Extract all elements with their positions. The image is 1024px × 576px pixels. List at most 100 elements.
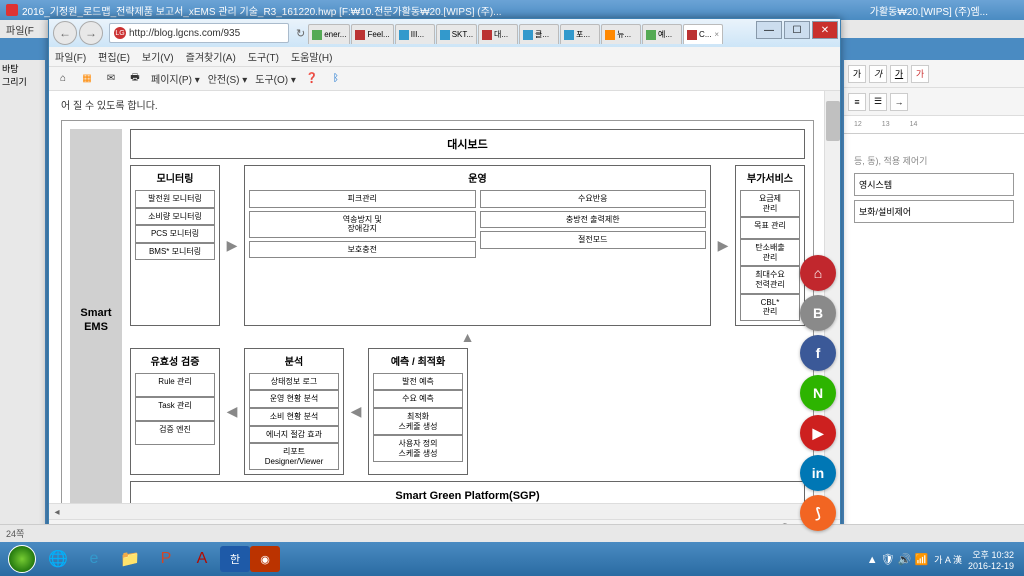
browser-tab[interactable]: 포...	[560, 24, 600, 44]
minimize-button[interactable]: —	[756, 21, 782, 39]
hwp-titlebar: 2016_기정원_로드맵_전략제품 보고서_xEMS 관리 기술_R3_1612…	[0, 0, 1024, 20]
clock-date[interactable]: 2016-12-19	[968, 561, 1014, 571]
back-button[interactable]: ←	[53, 21, 77, 45]
ime-indicator[interactable]: 가 A 漢	[934, 553, 962, 566]
intro-text: 어 질 수 있도록 합니다.	[61, 97, 814, 112]
tb-indent[interactable]: →	[890, 93, 908, 111]
bluetooth-icon[interactable]: ᛒ	[328, 71, 344, 87]
ie-icon[interactable]: e	[76, 544, 112, 574]
explorer-icon[interactable]: 📁	[112, 544, 148, 574]
social-button[interactable]: f	[800, 335, 836, 371]
right-box2: 보화/설비제어	[854, 200, 1014, 223]
feed-icon[interactable]: ▦	[79, 71, 95, 87]
hwp-side-item[interactable]: 바탕	[2, 62, 43, 75]
diagram-item: 보호충전	[249, 241, 476, 259]
powerpoint-icon[interactable]: P	[148, 544, 184, 574]
arrow-icon: ◀	[350, 348, 362, 476]
ie-window: ← → LG http://blog.lgcns.com/935 ↻ ener.…	[48, 18, 841, 538]
page-content: 어 질 수 있도록 합니다. SmartEMS 대시보드 모니터링 발전원 모니…	[49, 91, 840, 519]
diagram-item: Rule 관리	[135, 373, 215, 397]
app-icon[interactable]: ◉	[250, 546, 280, 572]
panel-title: 유효성 검증	[135, 353, 215, 368]
acrobat-icon[interactable]: A	[184, 544, 220, 574]
diagram-item: 수요반응	[480, 190, 707, 208]
close-button[interactable]: ✕	[812, 21, 838, 39]
menu-item[interactable]: 편집(E)	[98, 49, 130, 64]
service-panel: 부가서비스 요금제관리목표 관리탄소배출관리최대수요전력관리CBL*관리	[735, 165, 805, 326]
home-icon[interactable]: ⌂	[55, 71, 71, 87]
ie-titlebar: ← → LG http://blog.lgcns.com/935 ↻ ener.…	[49, 19, 840, 47]
hwp-menu-file[interactable]: 파일(F	[6, 22, 34, 36]
taskbar: 🌐 e 📁 P A 한 ◉ ▲ 🛡 🔊 📶 가 A 漢 오후 10:32 201…	[0, 542, 1024, 576]
monitoring-panel: 모니터링 발전원 모니터링소비량 모니터링PCS 모니터링BMS* 모니터링	[130, 165, 220, 326]
diagram-item: 에너지 절감 효과	[249, 426, 339, 444]
scroll-thumb[interactable]	[826, 101, 840, 141]
hwp-title-right: 가활동₩20.[WIPS] (주)엠...	[870, 3, 988, 18]
tb-align[interactable]: ≡	[848, 93, 866, 111]
start-button[interactable]	[4, 544, 40, 574]
diagram-item: 운영 현황 분석	[249, 390, 339, 408]
tools-menu[interactable]: 도구(O) ▾	[255, 71, 296, 86]
tb-list[interactable]: ☰	[869, 93, 887, 111]
diagram-item: Task 관리	[135, 397, 215, 421]
tray-icons[interactable]: ▲ 🛡 🔊 📶	[867, 553, 928, 566]
address-bar[interactable]: LG http://blog.lgcns.com/935	[109, 23, 289, 43]
social-button[interactable]: in	[800, 455, 836, 491]
tb-bold[interactable]: 가	[848, 65, 866, 83]
ie-menubar: 파일(F) 편집(E) 보기(V) 즐겨찾기(A) 도구(T) 도움말(H)	[49, 47, 840, 67]
browser-tab[interactable]: ener...	[308, 24, 350, 44]
refresh-icon[interactable]: ↻	[296, 27, 305, 40]
mail-icon[interactable]: ✉	[103, 71, 119, 87]
diagram-item: 최대수요전력관리	[740, 266, 800, 293]
windows-orb-icon	[8, 545, 36, 573]
diagram-item: 수요 예측	[373, 390, 463, 408]
right-box1: 영시스템	[854, 173, 1014, 196]
help-icon[interactable]: ❓	[304, 71, 320, 87]
clock-time[interactable]: 오후 10:32	[968, 548, 1014, 561]
page-indicator: 24쪽	[6, 529, 24, 539]
browser-tab[interactable]: 클...	[519, 24, 559, 44]
hwp-title-text: 2016_기정원_로드맵_전략제품 보고서_xEMS 관리 기술_R3_1612…	[22, 3, 502, 18]
panel-title: 부가서비스	[740, 170, 800, 185]
browser-tab[interactable]: 대...	[478, 24, 518, 44]
menu-item[interactable]: 즐겨찾기(A)	[186, 49, 236, 64]
menu-item[interactable]: 보기(V)	[142, 49, 174, 64]
chrome-icon[interactable]: 🌐	[40, 544, 76, 574]
hwp-right-panel: 가 가 가 가 ≡ ☰ → 121314 등, 동), 적용 제어기 영시스템 …	[844, 60, 1024, 536]
browser-tab[interactable]: SKT...	[436, 24, 477, 44]
arrow-icon: ▶	[226, 165, 238, 326]
browser-tab[interactable]: 예...	[642, 24, 682, 44]
validation-panel: 유효성 검증 Rule 관리Task 관리검증 엔진	[130, 348, 220, 476]
menu-item[interactable]: 도움말(H)	[291, 49, 332, 64]
maximize-button[interactable]: ☐	[784, 21, 810, 39]
browser-tab[interactable]: Feel...	[351, 24, 393, 44]
panel-title: 분석	[249, 353, 339, 368]
print-icon[interactable]: 🖶	[127, 71, 143, 87]
url-text: http://blog.lgcns.com/935	[129, 28, 240, 39]
tb-color[interactable]: 가	[911, 65, 929, 83]
menu-item[interactable]: 도구(T)	[248, 49, 279, 64]
browser-tab[interactable]: 뉴...	[601, 24, 641, 44]
menu-item[interactable]: 파일(F)	[55, 49, 86, 64]
safety-menu[interactable]: 안전(S) ▾	[208, 71, 248, 86]
browser-tab[interactable]: III...	[395, 24, 435, 44]
social-button[interactable]: ⟆	[800, 495, 836, 531]
tb-italic[interactable]: 가	[869, 65, 887, 83]
page-menu[interactable]: 페이지(P) ▾	[151, 71, 200, 86]
lg-favicon: LG	[114, 27, 126, 39]
forward-button[interactable]: →	[79, 21, 103, 45]
hwp-side-item[interactable]: 그리기	[2, 75, 43, 88]
horizontal-scrollbar[interactable]: ◂	[49, 503, 824, 519]
social-button[interactable]: ⌂	[800, 255, 836, 291]
browser-tab[interactable]: C...×	[683, 24, 723, 44]
right-doc: 등, 동), 적용 제어기 영시스템 보화/설비제어	[844, 134, 1024, 247]
social-button[interactable]: ▶	[800, 415, 836, 451]
tb-underline[interactable]: 가	[890, 65, 908, 83]
panel-title: 운영	[249, 170, 706, 185]
diagram-item: CBL*관리	[740, 294, 800, 321]
diagram-item: 요금제관리	[740, 190, 800, 217]
social-button[interactable]: B	[800, 295, 836, 331]
social-button[interactable]: N	[800, 375, 836, 411]
scroll-left-icon[interactable]: ◂	[49, 504, 65, 519]
hwp-icon[interactable]: 한	[220, 546, 250, 572]
